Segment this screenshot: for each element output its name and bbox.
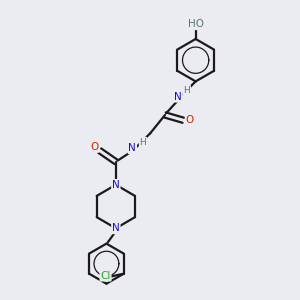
- Text: N: N: [128, 143, 136, 153]
- Text: O: O: [90, 142, 98, 152]
- Text: N: N: [112, 180, 120, 190]
- Text: H: H: [140, 137, 146, 146]
- Text: Cl: Cl: [100, 271, 111, 281]
- Text: N: N: [174, 92, 182, 102]
- Text: N: N: [112, 223, 120, 233]
- Text: O: O: [186, 115, 194, 125]
- Text: H: H: [183, 86, 190, 95]
- Text: HO: HO: [188, 19, 204, 29]
